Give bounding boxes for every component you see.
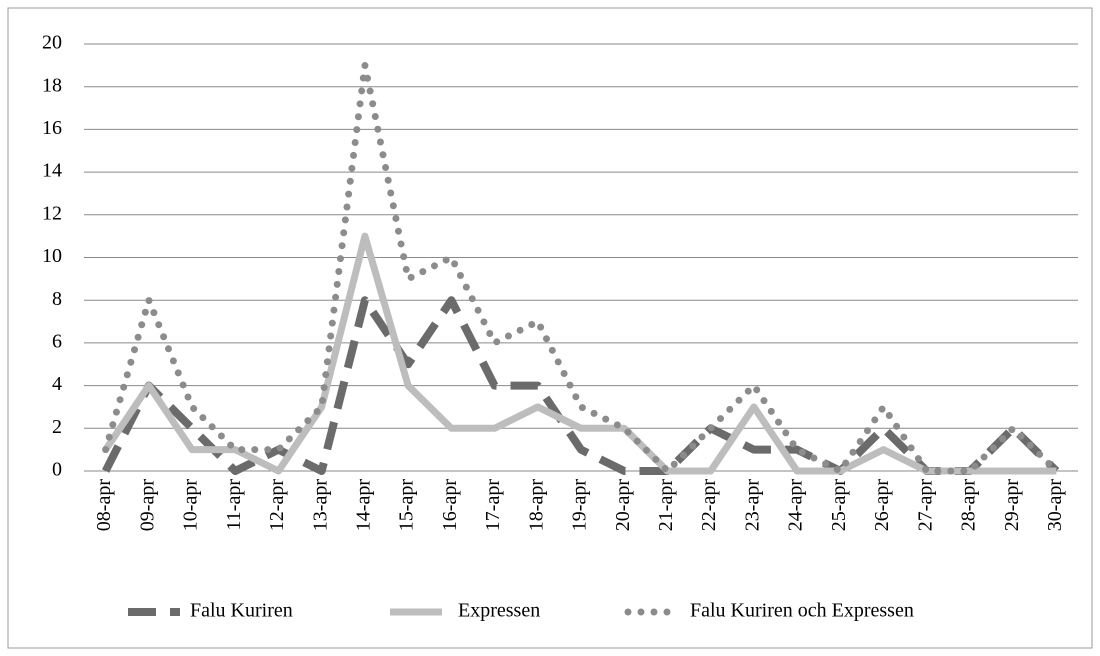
chart-frame: [7, 7, 1093, 649]
y-tick-label: 4: [52, 373, 62, 395]
x-tick-label: 17-apr: [482, 479, 504, 532]
x-tick-label: 26-apr: [871, 479, 893, 532]
x-tick-label: 30-apr: [1044, 479, 1066, 532]
x-tick-label: 20-apr: [612, 479, 634, 532]
legend-label: Falu Kuriren och Expressen: [690, 600, 914, 622]
x-tick-label: 21-apr: [655, 479, 677, 532]
y-tick-label: 10: [42, 245, 62, 267]
x-tick-label: 22-apr: [698, 479, 720, 532]
y-tick-label: 16: [42, 117, 62, 139]
y-tick-label: 2: [52, 416, 62, 438]
x-tick-label: 13-apr: [309, 479, 331, 532]
x-tick-label: 23-apr: [741, 479, 763, 532]
x-tick-label: 08-apr: [93, 479, 115, 532]
series-line: [102, 296, 1060, 475]
x-tick-label: 14-apr: [353, 479, 375, 532]
x-tick-label: 19-apr: [569, 479, 591, 532]
x-tick-label: 09-apr: [136, 479, 158, 532]
x-tick-label: 11-apr: [223, 479, 245, 531]
series-line: [102, 232, 1057, 475]
y-tick-label: 14: [42, 160, 62, 182]
x-tick-label: 25-apr: [828, 479, 850, 532]
x-tick-label: 28-apr: [958, 479, 980, 532]
y-tick-label: 6: [52, 330, 62, 352]
x-tick-label: 27-apr: [914, 479, 936, 532]
x-tick-label: 16-apr: [439, 479, 461, 532]
legend-label: Expressen: [458, 600, 540, 622]
x-tick-label: 15-apr: [396, 479, 418, 532]
legend-label: Falu Kuriren: [190, 600, 293, 622]
x-tick-label: 18-apr: [525, 479, 547, 532]
y-tick-label: 0: [52, 459, 62, 481]
y-tick-label: 18: [42, 74, 62, 96]
x-tick-label: 12-apr: [266, 479, 288, 532]
x-tick-label: 29-apr: [1001, 479, 1023, 532]
x-tick-label: 24-apr: [785, 479, 807, 532]
series-line: [102, 61, 1060, 475]
y-tick-label: 20: [42, 32, 62, 54]
y-tick-label: 8: [52, 288, 62, 310]
x-tick-label: 10-apr: [180, 479, 202, 532]
y-tick-label: 12: [42, 202, 62, 224]
